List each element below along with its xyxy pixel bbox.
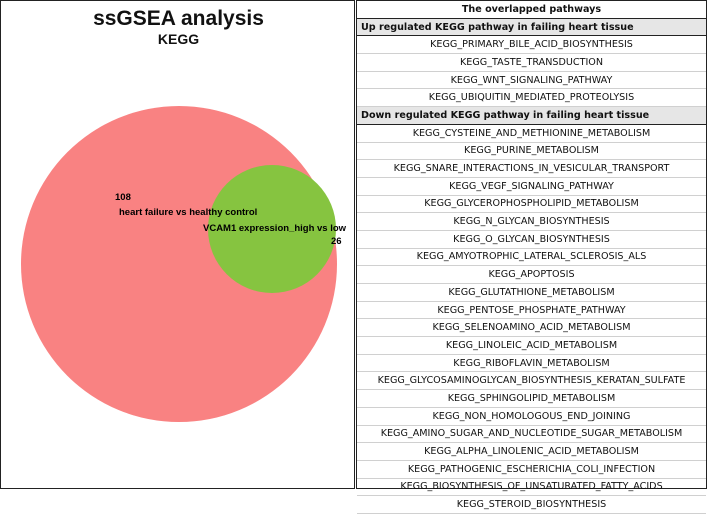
pathways-panel: The overlapped pathways Up regulated KEG…	[356, 0, 707, 514]
down-pathway-item: KEGG_PURINE_METABOLISM	[357, 142, 706, 161]
table-row: KEGG_LINOLEIC_ACID_METABOLISM	[357, 336, 706, 355]
table-row: KEGG_UBIQUITIN_MEDIATED_PROTEOLYSIS	[357, 88, 706, 108]
down-pathway-item: KEGG_SELENOAMINO_ACID_METABOLISM	[357, 318, 706, 338]
venn-count-heart-failure: 108	[115, 192, 131, 203]
table-row: KEGG_CYSTEINE_AND_METHIONINE_METABOLISM	[357, 124, 706, 143]
table-row: KEGG_GLYCEROPHOSPHOLIPID_METABOLISM	[357, 195, 706, 214]
table-row: KEGG_GLYCOSAMINOGLYCAN_BIOSYNTHESIS_KERA…	[357, 371, 706, 391]
table-row: KEGG_SELENOAMINO_ACID_METABOLISM	[357, 318, 706, 338]
table-header: The overlapped pathways	[357, 1, 706, 19]
table-row: KEGG_ALPHA_LINOLENIC_ACID_METABOLISM	[357, 442, 706, 461]
table-header-row: The overlapped pathways	[357, 1, 706, 19]
table-row: KEGG_PURINE_METABOLISM	[357, 142, 706, 161]
table-row: KEGG_BIOSYNTHESIS_OF_UNSATURATED_FATTY_A…	[357, 478, 706, 497]
table-row: KEGG_RIBOFLAVIN_METABOLISM	[357, 354, 706, 373]
up-pathway-item: KEGG_TASTE_TRANSDUCTION	[357, 53, 706, 72]
table-row: KEGG_PRIMARY_BILE_ACID_BIOSYNTHESIS	[357, 35, 706, 55]
down-pathway-item: KEGG_STEROID_BIOSYNTHESIS	[357, 495, 706, 514]
venn-count-vcam1: 26	[331, 236, 342, 247]
up-section-row: Up regulated KEGG pathway in failing hea…	[357, 17, 706, 37]
down-pathway-item: KEGG_SNARE_INTERACTIONS_IN_VESICULAR_TRA…	[357, 159, 706, 178]
down-pathway-item: KEGG_RIBOFLAVIN_METABOLISM	[357, 354, 706, 373]
table-row: KEGG_PATHOGENIC_ESCHERICHIA_COLI_INFECTI…	[357, 460, 706, 479]
pathways-table: The overlapped pathways Up regulated KEG…	[357, 1, 706, 514]
table-row: KEGG_GLUTATHIONE_METABOLISM	[357, 283, 706, 302]
down-pathway-item: KEGG_LINOLEIC_ACID_METABOLISM	[357, 336, 706, 355]
venn-panel: 108 heart failure vs healthy control VCA…	[0, 0, 355, 489]
down-pathway-item: KEGG_AMYOTROPHIC_LATERAL_SCLEROSIS_ALS	[357, 248, 706, 267]
down-pathway-item: KEGG_PATHOGENIC_ESCHERICHIA_COLI_INFECTI…	[357, 460, 706, 479]
up-section-title: Up regulated KEGG pathway in failing hea…	[357, 17, 706, 37]
up-pathway-item: KEGG_WNT_SIGNALING_PATHWAY	[357, 71, 706, 90]
down-pathway-item: KEGG_PENTOSE_PHOSPHATE_PATHWAY	[357, 301, 706, 320]
venn-label-vcam1: VCAM1 expression_high vs low	[203, 223, 347, 234]
down-pathway-item: KEGG_AMINO_SUGAR_AND_NUCLEOTIDE_SUGAR_ME…	[357, 425, 706, 444]
down-section-title: Down regulated KEGG pathway in failing h…	[357, 106, 706, 125]
down-pathway-item: KEGG_APOPTOSIS	[357, 265, 706, 284]
table-row: KEGG_SPHINGOLIPID_METABOLISM	[357, 389, 706, 408]
venn-subtitle: KEGG	[157, 31, 200, 47]
down-pathway-item: KEGG_N_GLYCAN_BIOSYNTHESIS	[357, 212, 706, 231]
venn-diagram: 108 heart failure vs healthy control VCA…	[21, 106, 347, 422]
table-row: KEGG_NON_HOMOLOGOUS_END_JOINING	[357, 407, 706, 426]
down-pathway-item: KEGG_VEGF_SIGNALING_PATHWAY	[357, 177, 706, 196]
down-pathway-item: KEGG_SPHINGOLIPID_METABOLISM	[357, 389, 706, 408]
table-row: KEGG_APOPTOSIS	[357, 265, 706, 284]
table-row: KEGG_PENTOSE_PHOSPHATE_PATHWAY	[357, 301, 706, 320]
venn-title: ssGSEA analysis	[93, 7, 264, 30]
table-row: KEGG_VEGF_SIGNALING_PATHWAY	[357, 177, 706, 196]
table-row: KEGG_O_GLYCAN_BIOSYNTHESIS	[357, 230, 706, 249]
down-pathway-item: KEGG_GLYCOSAMINOGLYCAN_BIOSYNTHESIS_KERA…	[357, 371, 706, 391]
table-row: KEGG_TASTE_TRANSDUCTION	[357, 53, 706, 72]
table-row: KEGG_AMINO_SUGAR_AND_NUCLEOTIDE_SUGAR_ME…	[357, 425, 706, 444]
down-pathway-item: KEGG_CYSTEINE_AND_METHIONINE_METABOLISM	[357, 124, 706, 143]
up-pathway-item: KEGG_PRIMARY_BILE_ACID_BIOSYNTHESIS	[357, 35, 706, 55]
venn-label-heart-failure: heart failure vs healthy control	[119, 207, 257, 218]
down-pathway-item: KEGG_GLYCEROPHOSPHOLIPID_METABOLISM	[357, 195, 706, 214]
down-pathway-item: KEGG_ALPHA_LINOLENIC_ACID_METABOLISM	[357, 442, 706, 461]
down-pathway-item: KEGG_GLUTATHIONE_METABOLISM	[357, 283, 706, 302]
down-section-row: Down regulated KEGG pathway in failing h…	[357, 106, 706, 125]
table-row: KEGG_WNT_SIGNALING_PATHWAY	[357, 71, 706, 90]
up-pathway-item: KEGG_UBIQUITIN_MEDIATED_PROTEOLYSIS	[357, 88, 706, 108]
down-pathway-item: KEGG_NON_HOMOLOGOUS_END_JOINING	[357, 407, 706, 426]
table-row: KEGG_STEROID_BIOSYNTHESIS	[357, 495, 706, 514]
table-row: KEGG_AMYOTROPHIC_LATERAL_SCLEROSIS_ALS	[357, 248, 706, 267]
venn-circle-vcam1	[208, 165, 336, 293]
table-row: KEGG_N_GLYCAN_BIOSYNTHESIS	[357, 212, 706, 231]
down-pathway-item: KEGG_O_GLYCAN_BIOSYNTHESIS	[357, 230, 706, 249]
table-row: KEGG_SNARE_INTERACTIONS_IN_VESICULAR_TRA…	[357, 159, 706, 178]
down-pathway-item: KEGG_BIOSYNTHESIS_OF_UNSATURATED_FATTY_A…	[357, 478, 706, 497]
